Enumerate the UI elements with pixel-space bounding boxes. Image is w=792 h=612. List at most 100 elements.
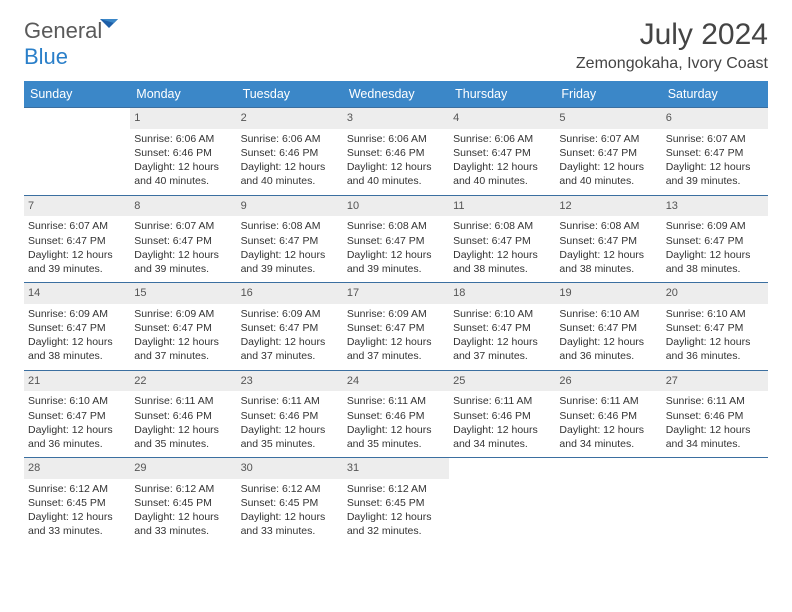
day-details: Sunrise: 6:08 AMSunset: 6:47 PMDaylight:… [237, 216, 343, 282]
day-cell: 14Sunrise: 6:09 AMSunset: 6:47 PMDayligh… [24, 283, 130, 370]
day-number: 13 [662, 196, 768, 217]
day-number: 16 [237, 283, 343, 304]
sunrise-text: Sunrise: 6:09 AM [134, 307, 232, 321]
day-number: 12 [555, 196, 661, 217]
sunrise-text: Sunrise: 6:08 AM [453, 219, 551, 233]
day-number: 2 [237, 108, 343, 129]
day-number: 5 [555, 108, 661, 129]
daylight-text: Daylight: 12 hours and 36 minutes. [559, 335, 657, 363]
day-cell: 30Sunrise: 6:12 AMSunset: 6:45 PMDayligh… [237, 458, 343, 545]
day-cell: 3Sunrise: 6:06 AMSunset: 6:46 PMDaylight… [343, 108, 449, 195]
day-number: 26 [555, 371, 661, 392]
day-cell: 26Sunrise: 6:11 AMSunset: 6:46 PMDayligh… [555, 371, 661, 458]
daylight-text: Daylight: 12 hours and 35 minutes. [347, 423, 445, 451]
flag-icon [100, 14, 124, 32]
day-cell: 4Sunrise: 6:06 AMSunset: 6:47 PMDaylight… [449, 108, 555, 195]
sunset-text: Sunset: 6:46 PM [134, 409, 232, 423]
week-row: 7 Sunrise: 6:07 AM Sunset: 6:47 PM Daylight… [24, 195, 768, 283]
sunrise-text: Sunrise: 6:09 AM [28, 307, 126, 321]
day-details: Sunrise: 6:09 AMSunset: 6:47 PMDaylight:… [24, 304, 130, 370]
sunrise-text: Sunrise: 6:09 AM [347, 307, 445, 321]
day-number: 30 [237, 458, 343, 479]
sunrise-text: Sunrise: 6:11 AM [453, 394, 551, 408]
day-details: Sunrise: 6:12 AMSunset: 6:45 PMDaylight:… [130, 479, 236, 545]
sunrise-text: Sunrise: 6:06 AM [134, 132, 232, 146]
sunrise-text: Sunrise: 6:11 AM [134, 394, 232, 408]
sunset-text: Sunset: 6:47 PM [453, 146, 551, 160]
calendar-page: General Blue July 2024 Zemongokaha, Ivor… [0, 0, 792, 545]
day-number: 24 [343, 371, 449, 392]
daylight-text: Daylight: 12 hours and 33 minutes. [241, 510, 339, 538]
day-cell: 17Sunrise: 6:09 AMSunset: 6:47 PMDayligh… [343, 283, 449, 370]
day-number [24, 108, 130, 127]
sunset-text: Sunset: 6:47 PM [559, 146, 657, 160]
week-row: 21Sunrise: 6:10 AMSunset: 6:47 PMDayligh… [24, 370, 768, 458]
day-cell [24, 108, 130, 195]
day-number: 9 [237, 196, 343, 217]
day-cell: 18Sunrise: 6:10 AMSunset: 6:47 PMDayligh… [449, 283, 555, 370]
daylight-text: Daylight: 12 hours and 39 minutes. [134, 248, 232, 276]
sunset-text: Sunset: 6:46 PM [241, 409, 339, 423]
day-details: Sunrise: 6:09 AMSunset: 6:47 PMDaylight:… [662, 216, 768, 282]
day-cell: 15Sunrise: 6:09 AMSunset: 6:47 PMDayligh… [130, 283, 236, 370]
sunrise-text: Sunrise: 6:08 AM [347, 219, 445, 233]
day-details: Sunrise: 6:11 AMSunset: 6:46 PMDaylight:… [237, 391, 343, 457]
day-details: Sunrise: 6:09 AMSunset: 6:47 PMDaylight:… [343, 304, 449, 370]
weekday-header-row: Sunday Monday Tuesday Wednesday Thursday… [24, 81, 768, 107]
day-cell: 8Sunrise: 6:07 AMSunset: 6:47 PMDaylight… [130, 196, 236, 283]
day-details: Sunrise: 6:12 AMSunset: 6:45 PMDaylight:… [24, 479, 130, 545]
daylight-text: Daylight: 12 hours and 39 minutes. [666, 160, 764, 188]
sunset-text: Sunset: 6:46 PM [347, 409, 445, 423]
day-cell: 31Sunrise: 6:12 AMSunset: 6:45 PMDayligh… [343, 458, 449, 545]
sunrise-text: Sunrise: 6:12 AM [134, 482, 232, 496]
day-number: 19 [555, 283, 661, 304]
day-number: 29 [130, 458, 236, 479]
day-details: Sunrise: 6:09 AMSunset: 6:47 PMDaylight:… [237, 304, 343, 370]
sunrise-text: Sunrise: 6:10 AM [666, 307, 764, 321]
sunrise-text: Sunrise: 6:06 AM [453, 132, 551, 146]
day-number: 27 [662, 371, 768, 392]
day-details: Sunrise: 6:07 AMSunset: 6:47 PMDaylight:… [555, 129, 661, 195]
sunrise-text: Sunrise: 6:11 AM [347, 394, 445, 408]
daylight-text: Daylight: 12 hours and 37 minutes. [241, 335, 339, 363]
day-details: Sunrise: 6:09 AMSunset: 6:47 PMDaylight:… [130, 304, 236, 370]
day-cell: 6Sunrise: 6:07 AMSunset: 6:47 PMDaylight… [662, 108, 768, 195]
daylight-text: Daylight: 12 hours and 33 minutes. [28, 510, 126, 538]
sunset-text: Sunset: 6:47 PM [347, 234, 445, 248]
daylight-text: Daylight: 12 hours and 39 minutes. [28, 248, 126, 276]
day-details: Sunrise: 6:11 AMSunset: 6:46 PMDaylight:… [662, 391, 768, 457]
sunrise-text: Sunrise: 6:12 AM [347, 482, 445, 496]
day-cell: 20Sunrise: 6:10 AMSunset: 6:47 PMDayligh… [662, 283, 768, 370]
weekday-header: Tuesday [237, 81, 343, 107]
sunrise-text: Sunrise: 6:07 AM [559, 132, 657, 146]
day-number: 18 [449, 283, 555, 304]
day-number: 10 [343, 196, 449, 217]
daylight-text: Daylight: 12 hours and 37 minutes. [134, 335, 232, 363]
sunrise-text: Sunrise: 6:10 AM [28, 394, 126, 408]
day-cell: 7Sunrise: 6:07 AMSunset: 6:47 PMDaylight… [24, 196, 130, 283]
day-number: 1 [130, 108, 236, 129]
daylight-text: Daylight: 12 hours and 35 minutes. [134, 423, 232, 451]
sunset-text: Sunset: 6:47 PM [347, 321, 445, 335]
day-cell: 19Sunrise: 6:10 AMSunset: 6:47 PMDayligh… [555, 283, 661, 370]
day-number: 4 [449, 108, 555, 129]
sunset-text: Sunset: 6:47 PM [241, 234, 339, 248]
daylight-text: Daylight: 12 hours and 35 minutes. [241, 423, 339, 451]
sunrise-text: Sunrise: 6:07 AM [666, 132, 764, 146]
sunrise-text: Sunrise: 6:12 AM [28, 482, 126, 496]
sunrise-text: Sunrise: 6:07 AM [134, 219, 232, 233]
day-details: Sunrise: 6:10 AMSunset: 6:47 PMDaylight:… [662, 304, 768, 370]
sunrise-text: Sunrise: 6:11 AM [559, 394, 657, 408]
sunset-text: Sunset: 6:47 PM [559, 234, 657, 248]
title-block: July 2024 Zemongokaha, Ivory Coast [576, 18, 768, 73]
day-number: 21 [24, 371, 130, 392]
day-details: Sunrise: 6:11 AMSunset: 6:46 PMDaylight:… [449, 391, 555, 457]
daylight-text: Daylight: 12 hours and 40 minutes. [347, 160, 445, 188]
sunset-text: Sunset: 6:45 PM [134, 496, 232, 510]
day-number: 11 [449, 196, 555, 217]
daylight-text: Daylight: 12 hours and 34 minutes. [453, 423, 551, 451]
sunrise-text: Sunrise: 6:09 AM [666, 219, 764, 233]
sunset-text: Sunset: 6:47 PM [453, 321, 551, 335]
daylight-text: Daylight: 12 hours and 36 minutes. [666, 335, 764, 363]
day-number: 7 [24, 196, 130, 217]
